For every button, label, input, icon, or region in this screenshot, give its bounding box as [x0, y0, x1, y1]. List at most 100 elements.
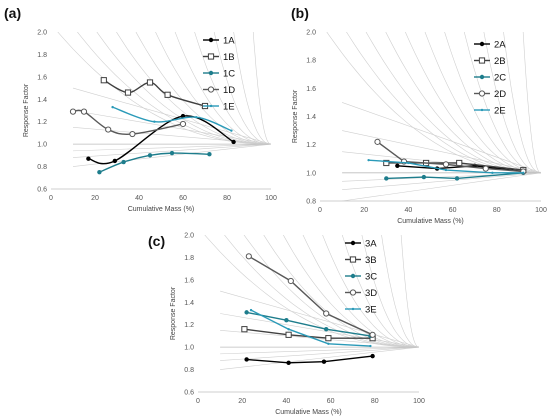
x-tick-label: 80 — [371, 398, 379, 405]
y-tick-label: 1.0 — [37, 142, 47, 149]
data-point — [231, 139, 236, 145]
data-point — [169, 150, 175, 156]
guide-curve — [252, 32, 271, 145]
data-point — [164, 91, 171, 98]
legend-label: 3B — [365, 255, 377, 266]
data-point — [456, 159, 463, 167]
legend-label: 1E — [223, 102, 235, 113]
guide-curves — [204, 235, 419, 370]
x-tick-label: 40 — [283, 398, 291, 405]
data-point — [100, 77, 107, 84]
data-point — [105, 126, 112, 133]
data-point — [230, 129, 233, 132]
data-point — [522, 171, 525, 175]
data-point — [124, 89, 132, 96]
legend-entry: 1B — [203, 52, 235, 63]
guide-line — [220, 330, 419, 348]
y-tick-label: 0.8 — [184, 367, 194, 374]
guide-curve — [341, 235, 419, 348]
series-line — [397, 165, 524, 173]
y-tick-label: 0.6 — [184, 390, 194, 397]
panel-a: (a) 0.6 0.8 1.0 1.2 1.4 1.6 1.8 2.0 0 20 40 60 80 100 C… — [4, 5, 277, 213]
guide-curve — [444, 32, 541, 174]
legend-marker — [349, 256, 357, 263]
data-point — [323, 327, 329, 332]
series-1B — [100, 77, 209, 110]
guide-curve — [418, 344, 419, 348]
guide-curve — [381, 235, 419, 348]
guide-line — [220, 346, 419, 355]
guide-line — [220, 346, 419, 370]
data-point — [195, 116, 198, 119]
panel-c: (c) 0.6 0.8 1.0 1.2 1.4 1.6 1.8 2.0 0 20 40 60 80 100 C… — [148, 233, 425, 417]
legend-label: 1D — [223, 85, 235, 96]
data-point — [444, 168, 448, 172]
data-point — [367, 158, 370, 162]
guide-curve — [96, 32, 271, 145]
data-point — [207, 152, 212, 157]
legend-entry: 1D — [203, 85, 235, 96]
data-point — [129, 130, 136, 138]
y-tick-label: 1.2 — [306, 142, 316, 149]
legend-label: 3C — [365, 272, 377, 283]
data-point — [369, 344, 372, 348]
legend-marker — [479, 74, 485, 80]
guide-line — [220, 290, 419, 348]
guide-curve — [263, 235, 419, 348]
panel-b: (b) 0.8 1.0 1.2 1.4 1.6 1.8 2.0 0 20 40 60 80 100 Cumu… — [291, 0, 550, 225]
y-tick-label: 0.8 — [37, 164, 47, 171]
x-tick-label: 20 — [238, 398, 246, 405]
series-line — [103, 79, 206, 107]
legend-label: 2D — [494, 89, 506, 100]
x-tick-label: 0 — [318, 207, 322, 214]
guide-line — [72, 110, 271, 145]
guide-curve — [116, 32, 271, 145]
x-tick-label: 0 — [196, 398, 200, 405]
y-tick-label: 2.0 — [306, 30, 316, 37]
legend-label: 3D — [365, 288, 377, 299]
data-point — [285, 331, 292, 338]
legend-marker — [207, 86, 215, 93]
legend-label: 2A — [494, 40, 506, 51]
legend-marker — [479, 41, 485, 47]
guide-curve — [135, 32, 271, 145]
guide-line — [220, 313, 419, 348]
series-3E — [249, 308, 372, 348]
data-point — [327, 342, 330, 345]
panel-label: (c) — [148, 233, 165, 249]
data-point — [284, 318, 289, 323]
data-point — [286, 360, 291, 366]
x-tick-label: 80 — [223, 195, 231, 202]
series-3A — [244, 353, 375, 366]
x-tick-label: 40 — [405, 207, 413, 214]
legend-entry: 1A — [203, 36, 235, 47]
x-tick-label: 20 — [91, 195, 99, 202]
legend-entry: 3C — [345, 272, 377, 283]
x-tick-label: 60 — [179, 195, 187, 202]
guide-curve — [541, 0, 550, 173]
x-axis-label: Cumulative Mass (%) — [128, 206, 195, 213]
series-2E — [367, 158, 525, 175]
data-point — [407, 161, 410, 165]
data-point — [241, 326, 248, 333]
y-tick-label: 1.6 — [37, 74, 47, 81]
legend-entry: 3A — [345, 239, 377, 250]
legend-marker — [207, 53, 215, 60]
x-tick-label: 20 — [360, 207, 368, 214]
guide-line — [72, 143, 271, 158]
guide-curve — [365, 32, 541, 174]
legend-label: 2E — [494, 106, 506, 117]
y-tick-label: 1.2 — [184, 322, 194, 329]
y-tick-label: 1.4 — [306, 114, 316, 121]
series-line — [246, 355, 373, 364]
guide-line — [220, 346, 419, 361]
guide-curve — [233, 32, 271, 145]
y-tick-label: 1.4 — [37, 97, 47, 104]
guide-curve — [361, 235, 419, 348]
x-axis-label: Cumulative Mass (%) — [397, 218, 464, 225]
guide-curve — [522, 32, 541, 174]
data-point — [491, 171, 494, 175]
guide-line — [342, 172, 541, 201]
y-tick-label: 1.6 — [306, 86, 316, 93]
legend-marker — [208, 37, 214, 43]
